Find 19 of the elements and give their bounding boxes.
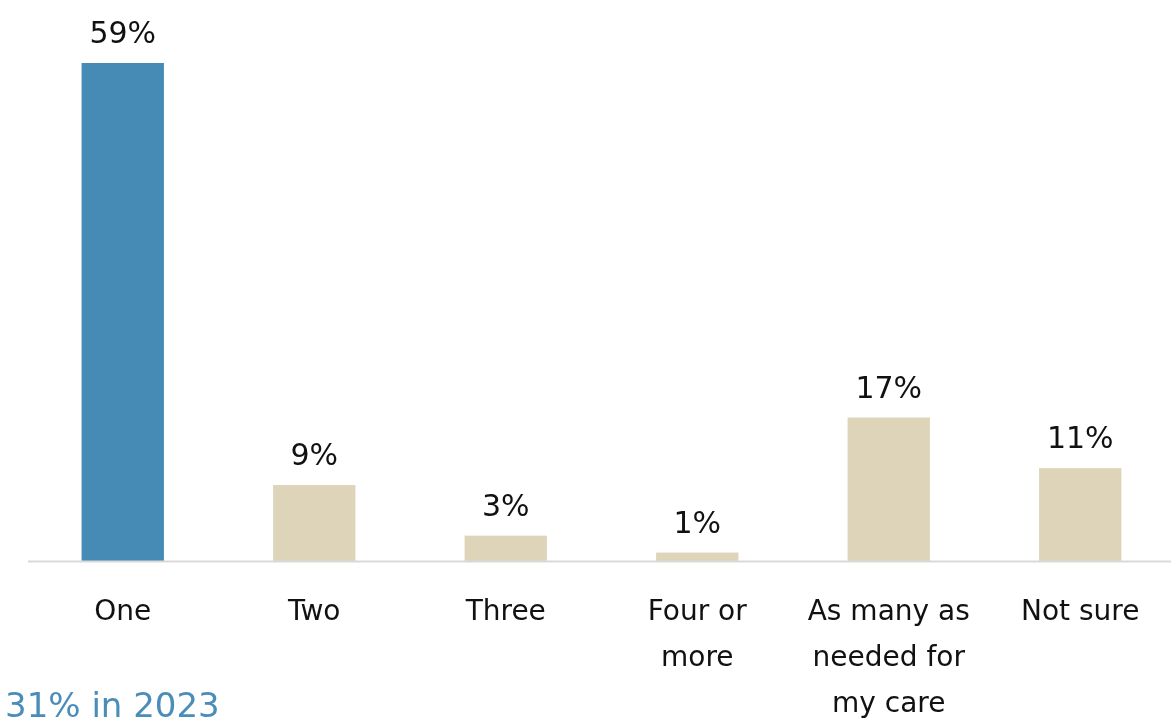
bar [273, 485, 356, 561]
data-label: 11% [1046, 420, 1114, 456]
data-label: 9% [290, 437, 339, 473]
data-label: 3% [481, 487, 530, 523]
data-label: 59% [89, 15, 157, 50]
bar [847, 417, 930, 561]
bar [464, 535, 547, 561]
data-label: 17% [855, 369, 923, 405]
data-label: 1% [673, 504, 722, 540]
x-tick-label: Four or more [647, 594, 748, 673]
x-tick-label: Two [287, 594, 341, 627]
x-tick-label: Not sure [1021, 594, 1140, 627]
x-tick-label: Three [464, 594, 546, 627]
bar [81, 63, 164, 561]
x-tick-label: As many as needed for my care [807, 594, 970, 719]
text: 31% in 2023 [5, 685, 220, 724]
bar [656, 552, 739, 561]
x-tick-label: One [94, 594, 152, 627]
bar [1039, 468, 1122, 561]
